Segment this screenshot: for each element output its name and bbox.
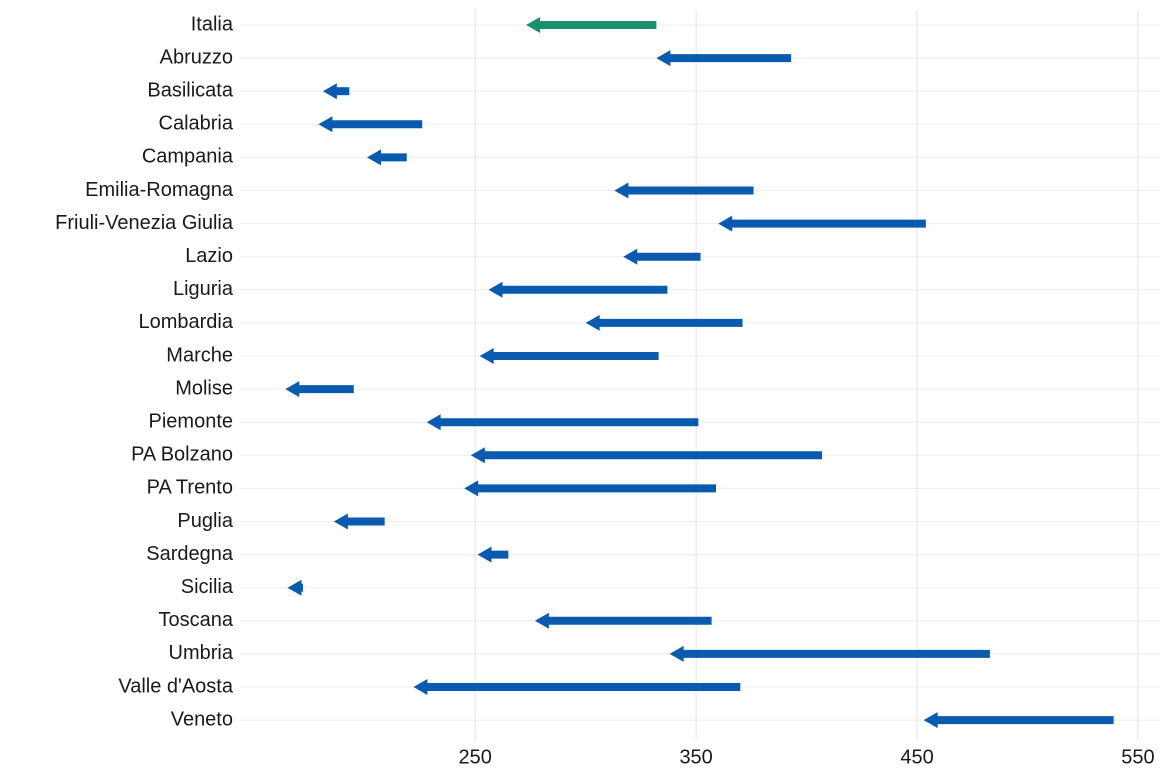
- arrow-head: [656, 50, 671, 67]
- y-tick-label: Toscana: [159, 609, 234, 631]
- y-tick-label: Italia: [191, 13, 234, 35]
- y-tick-label: Umbria: [169, 642, 234, 664]
- y-tick-label: PA Trento: [147, 477, 233, 499]
- y-tick-label: Marche: [166, 344, 233, 366]
- arrow-head: [526, 17, 541, 33]
- y-tick-label: Campania: [142, 146, 234, 168]
- arrow-head: [718, 215, 733, 232]
- arrow-head: [488, 281, 503, 298]
- arrow-head: [614, 182, 629, 199]
- y-tick-label: Sicilia: [181, 576, 234, 598]
- y-tick-label: Lazio: [185, 245, 233, 267]
- y-tick-label: Valle d'Aosta: [118, 675, 234, 697]
- arrow-head: [923, 712, 938, 729]
- y-tick-label: Sardegna: [146, 543, 234, 565]
- y-tick-label: Liguria: [173, 278, 234, 300]
- x-tick-label: 450: [900, 746, 933, 768]
- arrow-head: [287, 579, 302, 596]
- y-tick-label: Molise: [175, 377, 233, 399]
- arrow-head: [333, 513, 348, 530]
- arrow-head: [534, 612, 549, 629]
- arrow-head: [318, 116, 333, 133]
- arrow-head: [285, 381, 300, 398]
- arrow-head: [464, 480, 479, 497]
- y-tick-label: Piemonte: [149, 410, 234, 432]
- arrow-head: [367, 149, 382, 166]
- arrow-head: [477, 546, 492, 563]
- arrow-head: [585, 314, 600, 331]
- y-tick-label: Emilia-Romagna: [85, 179, 234, 201]
- x-tick-label: 550: [1121, 746, 1154, 768]
- arrow-head: [669, 645, 684, 662]
- x-tick-label: 250: [459, 746, 492, 768]
- arrow-head: [413, 679, 428, 695]
- y-tick-label: Puglia: [177, 510, 233, 532]
- arrow-head: [479, 348, 494, 364]
- arrow-head: [470, 447, 485, 464]
- y-tick-label: Calabria: [159, 113, 234, 135]
- y-tick-label: Friuli-Venezia Giulia: [55, 212, 234, 234]
- y-tick-label: Basilicata: [147, 79, 233, 101]
- y-tick-label: PA Bolzano: [131, 444, 233, 466]
- y-tick-label: Abruzzo: [160, 46, 233, 68]
- arrow-head: [623, 248, 638, 265]
- y-tick-label: Veneto: [171, 708, 233, 730]
- arrow-head: [322, 83, 337, 100]
- arrow-head: [426, 414, 441, 431]
- x-tick-label: 350: [679, 746, 712, 768]
- y-tick-label: Lombardia: [138, 311, 233, 333]
